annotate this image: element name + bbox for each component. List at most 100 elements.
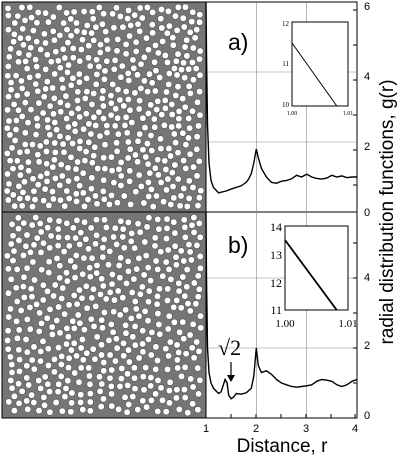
particle	[135, 254, 143, 262]
particle	[55, 380, 63, 388]
particle	[137, 85, 145, 92]
particle	[164, 59, 171, 66]
particle	[148, 79, 156, 87]
particle	[90, 152, 98, 160]
particle	[186, 28, 194, 36]
particle	[74, 158, 82, 166]
particle	[75, 378, 83, 386]
particle	[189, 184, 197, 191]
particle	[9, 165, 17, 173]
particle	[63, 9, 70, 17]
particle	[65, 301, 73, 309]
inset-a-ytick-10: 10	[282, 101, 290, 109]
particle	[189, 44, 197, 52]
particle	[113, 47, 121, 55]
particle	[70, 291, 78, 299]
particle	[100, 176, 108, 184]
particle	[44, 224, 52, 232]
particle	[159, 396, 166, 404]
particle	[135, 105, 143, 113]
particle	[97, 290, 104, 298]
particle	[69, 45, 77, 52]
particle	[180, 157, 188, 165]
particle	[116, 382, 124, 390]
particle	[82, 148, 90, 156]
particle	[124, 257, 132, 265]
particle	[101, 216, 108, 224]
particle	[43, 169, 51, 177]
particle	[98, 351, 105, 359]
particle	[71, 263, 79, 271]
particle	[143, 34, 150, 42]
particle	[108, 167, 116, 175]
particle	[151, 234, 159, 242]
xtick-4: 4	[352, 423, 358, 435]
particle	[170, 303, 178, 311]
particle	[101, 309, 108, 316]
particle	[183, 202, 191, 210]
inset-b-ytick-13: 13	[270, 248, 282, 262]
particle	[93, 269, 101, 277]
particle	[117, 158, 125, 166]
particle	[91, 143, 99, 151]
particle	[82, 235, 90, 243]
particle	[19, 41, 27, 49]
particle	[186, 90, 194, 97]
particle	[91, 355, 99, 363]
particle	[174, 3, 182, 11]
particle	[63, 26, 71, 33]
particle	[79, 270, 87, 278]
particle	[137, 182, 145, 190]
particle	[106, 288, 114, 296]
particle	[93, 216, 100, 224]
particle	[179, 129, 187, 137]
particle	[148, 21, 156, 29]
x-tick-labels: 1 2 3 4	[203, 423, 358, 435]
particle	[72, 234, 80, 242]
particle	[99, 253, 107, 261]
particle	[98, 316, 106, 324]
particle	[17, 77, 25, 85]
particle	[181, 43, 189, 51]
particle	[181, 363, 189, 371]
particle	[177, 192, 185, 200]
particle	[60, 148, 68, 156]
particle	[35, 158, 43, 166]
particle	[45, 269, 53, 276]
particle	[12, 117, 20, 124]
particle	[164, 297, 171, 304]
particle	[143, 403, 151, 411]
particle	[148, 328, 156, 336]
particle	[136, 4, 144, 12]
particle	[112, 357, 119, 365]
particle	[164, 246, 172, 254]
particle	[46, 102, 54, 110]
particle	[117, 172, 125, 180]
particle	[54, 225, 62, 233]
particle	[4, 4, 12, 12]
particle	[173, 386, 181, 394]
particle	[11, 202, 19, 210]
particle	[180, 335, 188, 343]
particle	[78, 46, 85, 53]
particle	[182, 141, 190, 149]
particle	[56, 32, 64, 39]
particle	[189, 400, 197, 408]
particle	[79, 36, 86, 44]
particle	[88, 159, 96, 167]
particle	[86, 273, 94, 281]
particle	[181, 74, 189, 82]
particle	[18, 113, 26, 120]
particle	[13, 92, 21, 100]
particle	[115, 165, 123, 173]
particle	[182, 164, 190, 172]
particle	[11, 137, 19, 144]
particle	[56, 132, 64, 140]
particle	[54, 242, 62, 250]
particle	[39, 296, 47, 304]
particle	[162, 345, 170, 353]
ytick-a-4: 4	[364, 71, 370, 83]
particle	[164, 325, 172, 333]
particle	[188, 59, 196, 66]
particle	[193, 172, 201, 180]
